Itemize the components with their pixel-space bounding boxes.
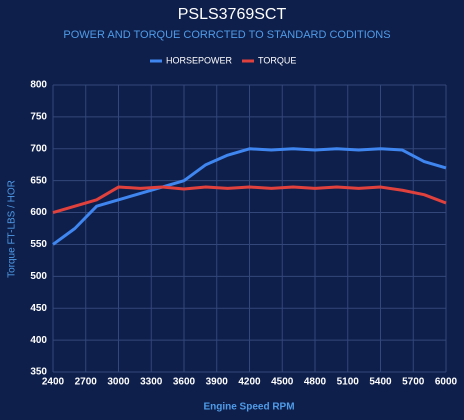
series-line (52, 185, 447, 214)
x-tick-label: 3900 (206, 377, 229, 388)
y-tick-label: 450 (30, 303, 47, 314)
y-tick-label: 350 (30, 367, 47, 378)
x-tick-label: 2400 (42, 377, 65, 388)
x-tick-label: 6000 (435, 377, 458, 388)
x-tick-label: 4200 (238, 377, 261, 388)
y-tick-label: 550 (30, 239, 47, 250)
x-tick-label: 2700 (75, 377, 98, 388)
x-tick-label: 5400 (369, 377, 392, 388)
x-tick-label: 3300 (140, 377, 163, 388)
chart-title: PSLS3769SCT (178, 6, 287, 23)
x-tick-label: 5100 (337, 377, 360, 388)
y-tick-label: 400 (30, 335, 47, 346)
y-tick-label: 800 (30, 80, 47, 91)
y-tick-label: 600 (30, 207, 47, 218)
y-axis-label: Torque FT-LBS / HOR (7, 180, 18, 278)
chart-subtitle: POWER AND TORQUE CORRCTED TO STANDARD CO… (63, 29, 390, 41)
y-tick-label: 500 (30, 271, 47, 282)
x-tick-label: 4500 (271, 377, 294, 388)
x-tick-label: 3600 (173, 377, 196, 388)
y-tick-label: 700 (30, 143, 47, 154)
x-tick-label: 5700 (402, 377, 425, 388)
x-tick-label: 4800 (304, 377, 327, 388)
legend-label: TORQUE (258, 55, 296, 65)
x-tick-label: 3000 (107, 377, 130, 388)
y-tick-label: 650 (30, 175, 47, 186)
series-line (52, 147, 447, 246)
legend-label: HORSEPOWER (166, 55, 233, 65)
y-tick-label: 750 (30, 112, 47, 123)
x-axis-label: Engine Speed RPM (203, 402, 294, 413)
